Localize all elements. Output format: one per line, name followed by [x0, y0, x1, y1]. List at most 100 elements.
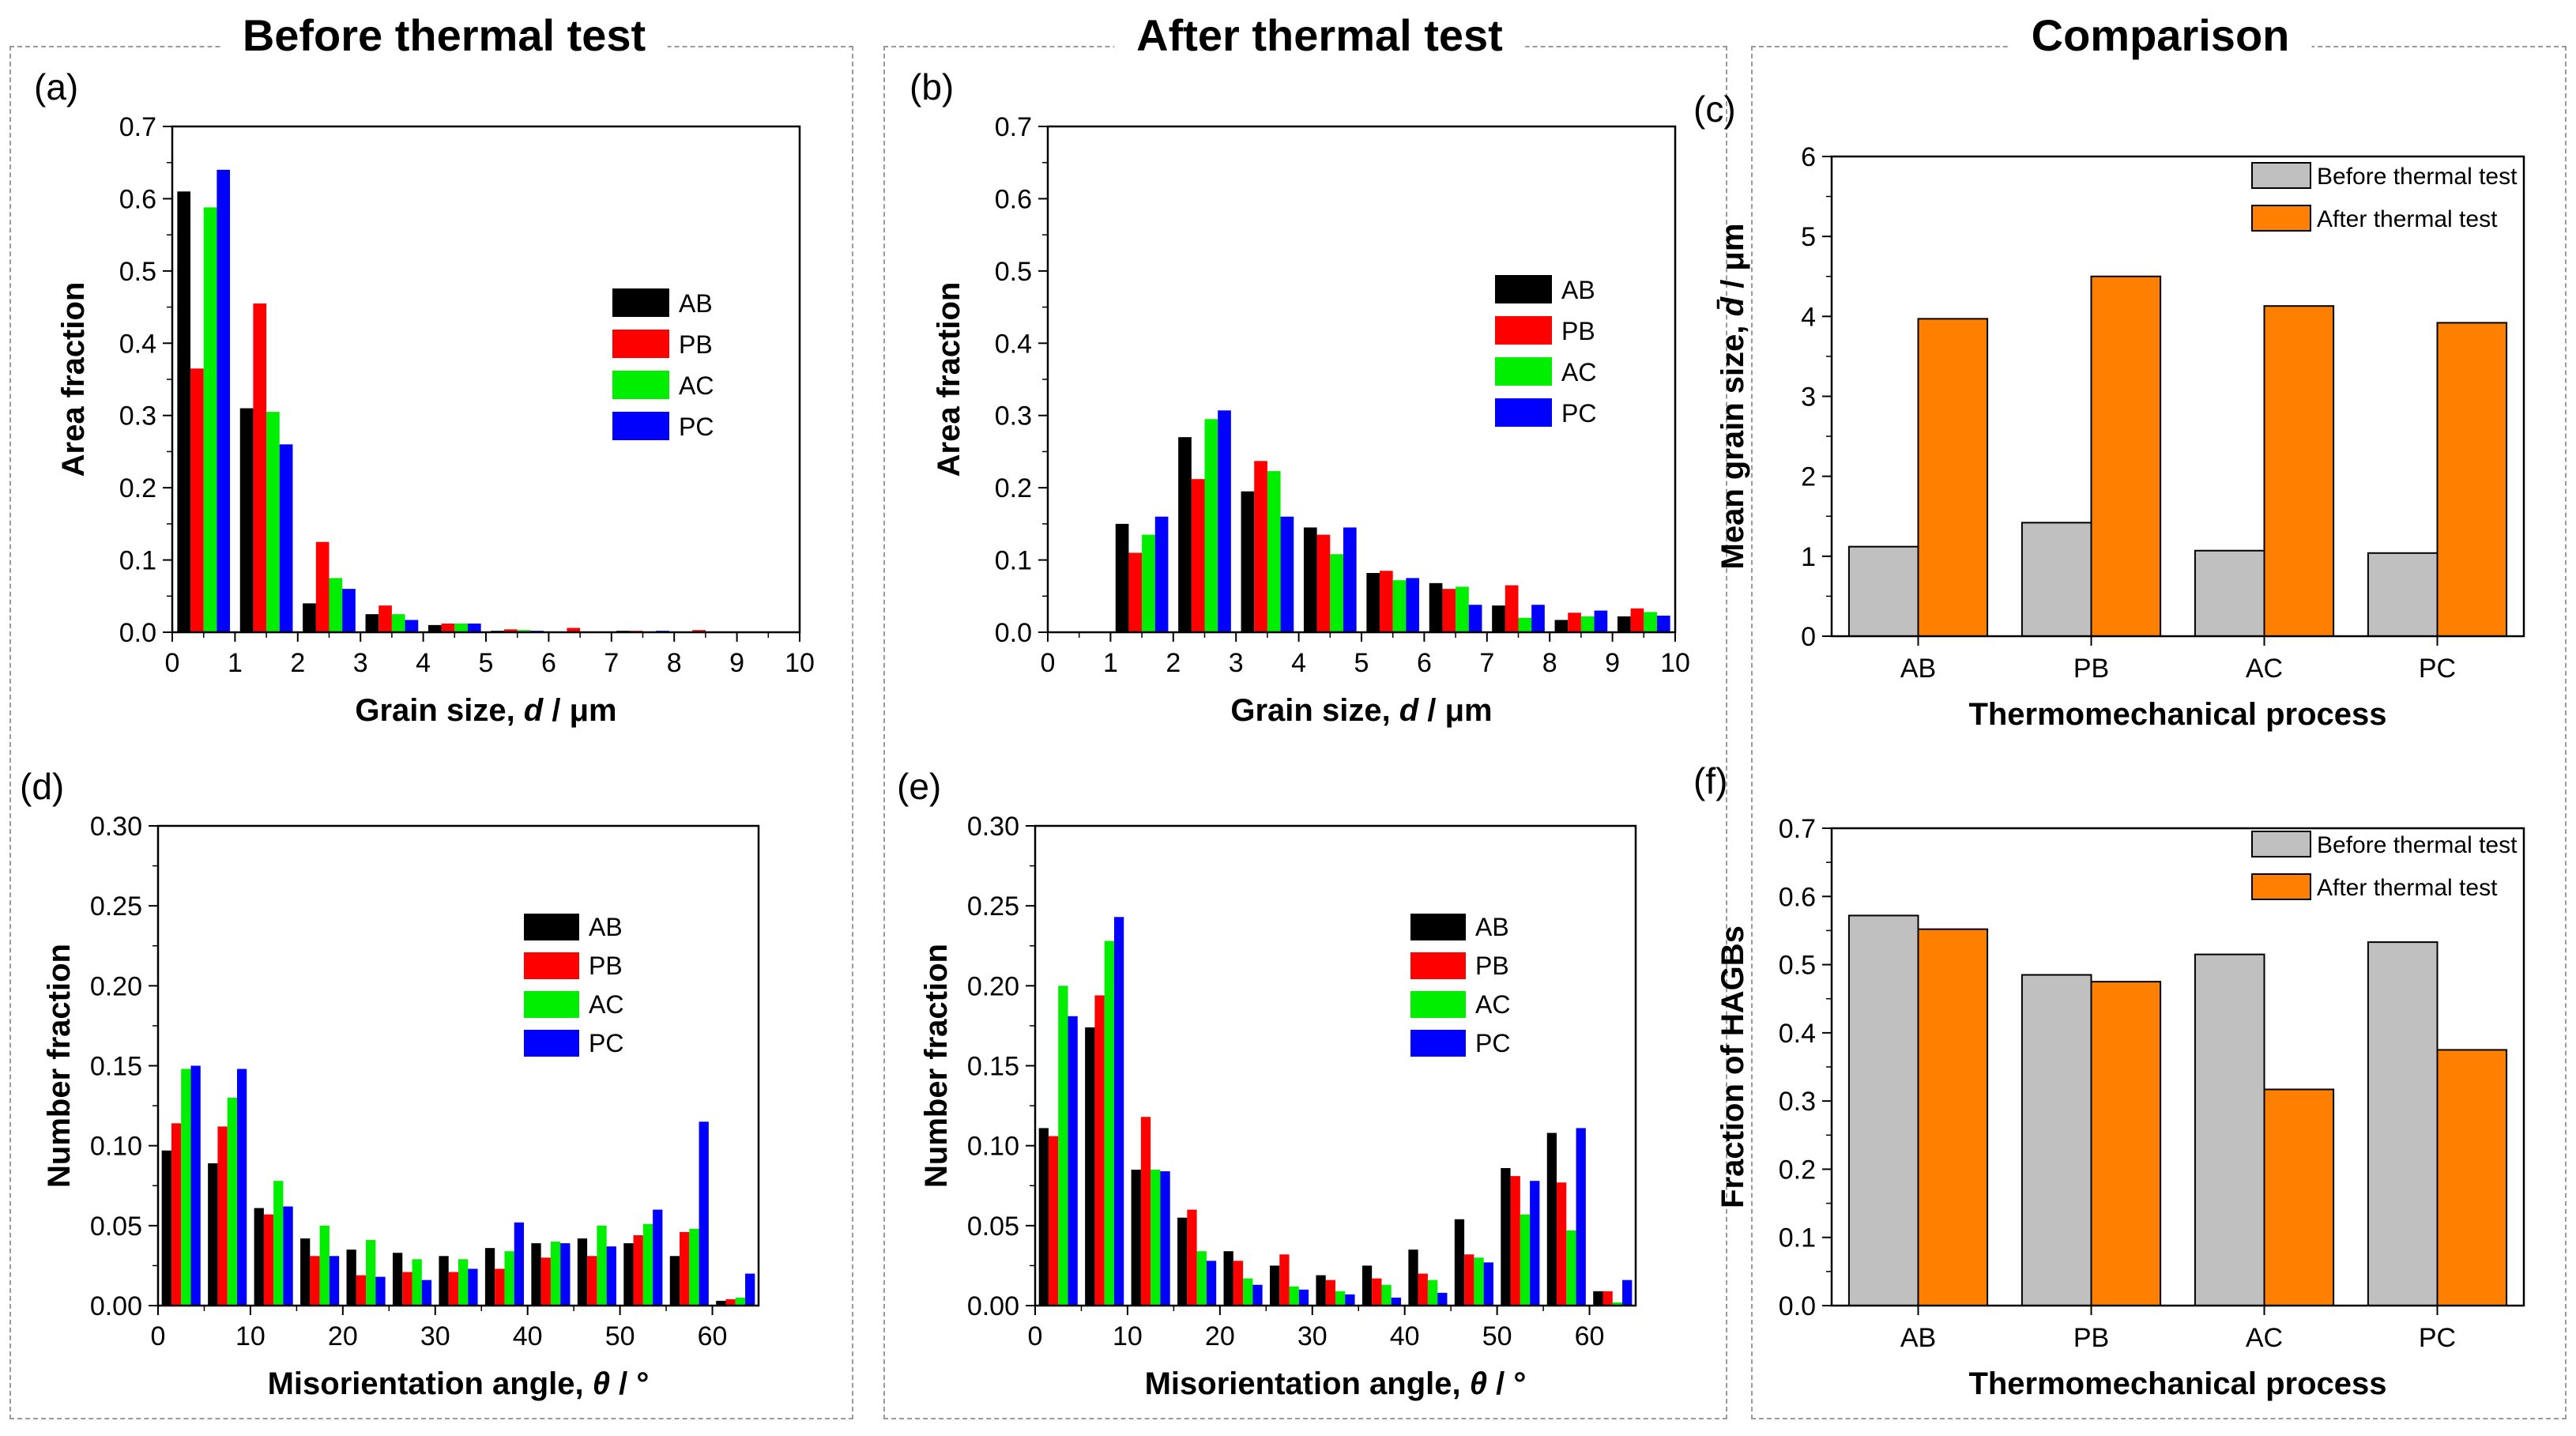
bar-PB-bin-5 — [1380, 571, 1393, 632]
legend-label-AB: AB — [1561, 276, 1595, 304]
y-tick-label: 2 — [1801, 462, 1816, 492]
bar-PB-before — [2021, 974, 2092, 1306]
bar-PC-bin-4 — [467, 624, 481, 632]
bar-AC-bin-7 — [1518, 617, 1532, 632]
bar-AB-bin-12 — [1593, 1291, 1603, 1306]
bar-PB-bin-1 — [217, 1126, 228, 1306]
x-tick-label: PC — [2419, 1323, 2456, 1353]
bar-AB-bin-9 — [1454, 1219, 1465, 1306]
y-tick-label: 0.4 — [1779, 1019, 1816, 1049]
bar-PC-after — [2436, 322, 2508, 637]
legend-swatch-AC — [612, 371, 669, 399]
bar-AB-bin-2 — [1178, 437, 1192, 632]
y-axis-title: Area fraction — [56, 282, 91, 477]
chart-panel-a: (a) 0.0 0.1 0.2 0.3 0.4 0.5 0.6 0.7 0 1 2 3 4 5 6 7 8 9 10 G… — [34, 66, 815, 728]
y-tick-label: 4 — [1801, 302, 1816, 332]
bar-PC-bin-2 — [1160, 1171, 1170, 1306]
x-tick-label: AB — [1900, 1323, 1936, 1353]
bar-AC-bin-3 — [1196, 1251, 1207, 1306]
bar-PB-bin-1 — [253, 303, 267, 632]
bar-AC-bin-3 — [391, 614, 405, 632]
bar-AC-bin-4 — [1243, 1278, 1253, 1306]
y-tick-label: 0.0 — [119, 618, 156, 648]
bar-PB-bin-1 — [1094, 995, 1105, 1306]
bar-AC-bin-10 — [642, 1223, 653, 1306]
chart-panel-f: (f) AB PB AC PC 0.0 0.1 0.2 0.3 0.4 0.5 0.6 0.7 Therm… — [1693, 760, 2525, 1401]
bar-PB-bin-2 — [1191, 479, 1205, 632]
bar-PB-bin-9 — [1630, 608, 1644, 632]
x-tick-label: 8 — [1542, 648, 1557, 678]
bar-AC-bin-7 — [504, 1251, 514, 1306]
y-tick-label: 0.0 — [1779, 1291, 1816, 1321]
x-tick-label: 2 — [290, 648, 305, 678]
x-axis-title: Grain size, d / μm — [1230, 693, 1492, 728]
x-tick-label: 0 — [1041, 648, 1056, 678]
bar-AB-bin-2 — [254, 1208, 264, 1306]
bar-PC-bin-8 — [1437, 1292, 1448, 1306]
bar-AB-bin-6 — [1316, 1275, 1326, 1306]
bar-AB-bin-4 — [1223, 1251, 1233, 1306]
bar-PB-bin-2 — [1140, 1117, 1151, 1306]
legend-label-AB: AB — [1475, 913, 1509, 941]
bar-PB-bin-4 — [1233, 1261, 1244, 1306]
x-tick-label: 60 — [698, 1321, 728, 1351]
y-tick-label: 0.15 — [90, 1052, 142, 1082]
bar-AC-after — [2263, 1088, 2335, 1306]
x-tick-label: 5 — [479, 648, 494, 678]
x-tick-label: 50 — [1482, 1321, 1512, 1351]
panel-label: (f) — [1693, 760, 1727, 801]
bar-AC-bin-5 — [517, 630, 531, 632]
legend-label-AC: AC — [1475, 990, 1510, 1019]
bar-PB-bin-7 — [495, 1268, 505, 1306]
bar-AC-bin-0 — [181, 1069, 191, 1306]
x-tick-label: 4 — [1291, 648, 1306, 678]
bar-AB-before — [1847, 914, 1919, 1306]
bar-PC-bin-3 — [1280, 516, 1294, 632]
y-tick-label: 0.20 — [967, 971, 1019, 1001]
bar-PC-bin-9 — [606, 1246, 616, 1306]
bar-PC-bin-11 — [699, 1121, 709, 1306]
panel-label: (b) — [910, 66, 954, 107]
bar-PB-bin-6 — [448, 1272, 458, 1306]
legend: AB PB AC PC — [1495, 275, 1596, 428]
bar-AB-bin-9 — [577, 1238, 588, 1306]
bar-AB-bin-8 — [531, 1243, 541, 1306]
legend-swatch-before — [2251, 831, 2311, 857]
y-tick-label: 0.4 — [995, 329, 1032, 359]
bar-PC-bin-0 — [217, 169, 231, 632]
bar-PB-bin-5 — [402, 1272, 412, 1306]
bar-AB-bin-1 — [1115, 523, 1129, 632]
column-title-comparison: Comparison — [2009, 9, 2312, 61]
bar-AC-before — [2194, 953, 2265, 1306]
bar-PB-bin-4 — [356, 1275, 367, 1306]
bar-AC-bin-4 — [1330, 554, 1343, 632]
x-tick-label: 60 — [1575, 1321, 1605, 1351]
bar-AC-bin-5 — [1392, 580, 1407, 632]
bar-PC-bin-3 — [329, 1256, 340, 1306]
bar-AC-bin-9 — [1644, 612, 1657, 632]
bar-PB-bin-4 — [1316, 534, 1331, 632]
bar-PC-bin-5 — [1298, 1289, 1309, 1306]
bar-AC-bin-3 — [319, 1225, 330, 1306]
bar-AB-bin-7 — [484, 1248, 495, 1306]
bar-AC-after — [2263, 305, 2335, 637]
legend-label-AC: AC — [1561, 358, 1596, 386]
panel-label: (a) — [34, 66, 78, 107]
legend-label-PC: PC — [589, 1029, 623, 1057]
bar-AB-bin-12 — [716, 1300, 726, 1306]
bar-AB-bin-0 — [1038, 1128, 1049, 1306]
bar-AC-bin-1 — [227, 1097, 237, 1306]
column-title-before: Before thermal test — [220, 9, 668, 61]
bar-AB-bin-4 — [427, 624, 442, 632]
legend-swatch-after — [2251, 873, 2311, 900]
bar-PC-bin-10 — [653, 1209, 663, 1306]
plot-frame — [1034, 824, 1637, 1307]
x-tick-label: 1 — [1103, 648, 1118, 678]
y-tick-label: 0.10 — [967, 1132, 1019, 1162]
bar-AB-bin-10 — [1501, 1167, 1511, 1306]
x-tick-label: 30 — [1297, 1321, 1328, 1351]
legend-swatch-PB — [612, 330, 669, 358]
legend-swatch-PC — [612, 412, 669, 440]
x-tick-label: 7 — [604, 648, 619, 678]
legend-swatch-PC — [1410, 1030, 1466, 1057]
